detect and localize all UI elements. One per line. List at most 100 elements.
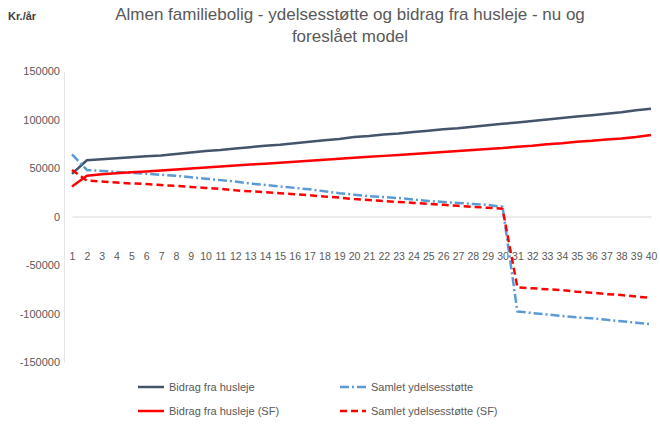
y-tick-label: 150000 — [23, 65, 60, 77]
series-line — [72, 109, 651, 174]
title: Almen familiebolig - ydelsesstøtte og bi… — [115, 5, 585, 46]
plot-area — [72, 109, 651, 324]
x-tick-label: 2 — [84, 250, 90, 262]
x-tick-label: 34 — [557, 250, 569, 262]
legend-label: Samlet ydelsesstøtte — [371, 381, 473, 393]
x-tick-label: 20 — [349, 250, 361, 262]
x-tick-label: 28 — [468, 250, 480, 262]
y-tick: 0 — [54, 211, 64, 223]
x-tick-label: 24 — [408, 250, 420, 262]
x-tick-label: 35 — [571, 250, 583, 262]
x-tick-label: 27 — [453, 250, 465, 262]
legend-item: Samlet ydelsesstøtte (SF) — [340, 405, 498, 417]
x-tick-label: 7 — [159, 250, 165, 262]
x-tick: 16 — [289, 217, 301, 262]
y-tick-label: 50000 — [29, 162, 60, 174]
x-tick: 8 — [174, 217, 180, 262]
x-tick: 38 — [616, 217, 628, 262]
x-axis-line — [73, 217, 652, 218]
x-tick-label: 32 — [527, 250, 539, 262]
x-tick: 33 — [542, 217, 554, 262]
x-tick: 15 — [275, 217, 287, 262]
x-tick-label: 21 — [364, 250, 376, 262]
legend-item: Bidrag fra husleje (SF) — [138, 405, 279, 417]
legend-item: Bidrag fra husleje — [138, 381, 255, 393]
y-tick-label: 100000 — [23, 114, 60, 126]
y-tick: 150000 — [23, 65, 64, 77]
x-tick: 1 — [70, 217, 76, 262]
x-tick: 31 — [512, 217, 524, 262]
background — [0, 0, 660, 431]
x-tick-label: 3 — [99, 250, 105, 262]
x-tick-label: 38 — [616, 250, 628, 262]
x-tick: 21 — [364, 217, 376, 262]
legend-item: Samlet ydelsesstøtte — [340, 381, 473, 393]
x-tick: 11 — [216, 217, 227, 262]
x-tick: 39 — [631, 217, 643, 262]
x-tick: 28 — [468, 217, 480, 262]
x-tick-label: 29 — [482, 250, 494, 262]
x-tick: 36 — [586, 217, 598, 262]
series-line — [72, 135, 651, 186]
y-tick: -100000 — [20, 308, 64, 320]
legend-label: Bidrag fra husleje — [169, 381, 255, 393]
x-tick-label: 8 — [174, 250, 180, 262]
title-line: Almen familiebolig - ydelsesstøtte og bi… — [115, 5, 585, 24]
x-tick-label: 11 — [216, 250, 227, 262]
x-tick: 37 — [601, 217, 613, 262]
legend-swatch — [138, 386, 164, 389]
x-tick: 22 — [378, 217, 390, 262]
x-tick: 35 — [571, 217, 583, 262]
x-tick-label: 13 — [245, 250, 257, 262]
y-tick: -50000 — [26, 259, 64, 271]
x-tick: 20 — [349, 217, 361, 262]
x-tick: 17 — [304, 217, 316, 262]
x-tick: 19 — [334, 217, 346, 262]
y-tick: 100000 — [23, 114, 64, 126]
x-tick-label: 25 — [423, 250, 435, 262]
x-tick: 26 — [438, 217, 450, 262]
y-tick: -150000 — [20, 356, 64, 368]
x-tick-label: 40 — [646, 250, 658, 262]
y-tick-label: -100000 — [20, 308, 60, 320]
series-line — [72, 170, 651, 298]
x-tick: 25 — [423, 217, 435, 262]
x-tick: 2 — [84, 217, 90, 262]
y-tick-label: -150000 — [20, 356, 60, 368]
x-tick-label: 39 — [631, 250, 643, 262]
x-tick-label: 5 — [129, 250, 135, 262]
x-tick: 32 — [527, 217, 539, 262]
x-tick-label: 19 — [334, 250, 346, 262]
x-tick: 34 — [557, 217, 569, 262]
x-tick: 9 — [188, 217, 194, 262]
x-tick-label: 17 — [304, 250, 316, 262]
x-tick: 10 — [200, 217, 212, 262]
y-axis-line — [64, 72, 65, 363]
x-tick-label: 31 — [512, 250, 524, 262]
legend-swatch — [340, 410, 366, 413]
x-tick-label: 26 — [438, 250, 450, 262]
x-tick: 4 — [114, 217, 120, 262]
x-tick-label: 1 — [70, 250, 76, 262]
y-tick: 50000 — [29, 162, 64, 174]
x-tick-label: 4 — [114, 250, 120, 262]
x-tick: 13 — [245, 217, 257, 262]
x-tick: 12 — [230, 217, 242, 262]
x-tick-label: 16 — [289, 250, 301, 262]
x-tick: 18 — [319, 217, 331, 262]
x-tick: 3 — [99, 217, 105, 262]
x-tick: 24 — [408, 217, 420, 262]
legend-swatch — [340, 386, 366, 389]
series-line — [72, 154, 651, 324]
x-tick: 40 — [646, 217, 658, 262]
x-tick-label: 15 — [275, 250, 287, 262]
legend: Bidrag fra husleje Samlet ydelsesstøtte Bi… — [138, 381, 498, 417]
x-tick: 27 — [453, 217, 465, 262]
x-tick-label: 36 — [586, 250, 598, 262]
x-tick-label: 14 — [260, 250, 272, 262]
legend-label: Samlet ydelsesstøtte (SF) — [371, 405, 498, 417]
x-tick: 23 — [393, 217, 405, 262]
x-tick: 6 — [144, 217, 150, 262]
x-tick-label: 22 — [378, 250, 390, 262]
x-tick-label: 30 — [497, 250, 509, 262]
